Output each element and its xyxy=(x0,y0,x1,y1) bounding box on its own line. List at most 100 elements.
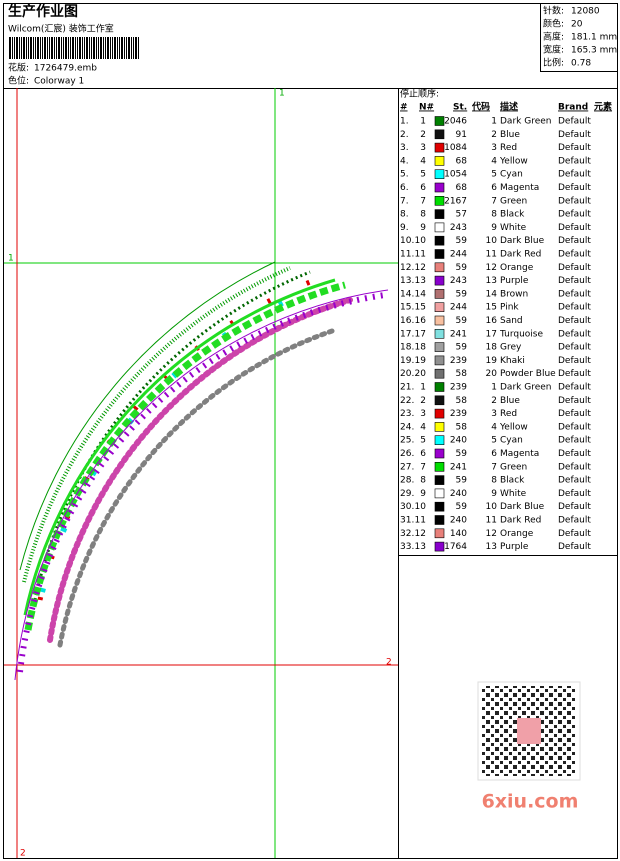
cell-index: 13. xyxy=(400,276,414,286)
cell-needle: 13 xyxy=(415,542,426,552)
column-header: 代码 xyxy=(471,101,490,113)
cell-index: 23. xyxy=(400,409,414,419)
cell-stitches: 59 xyxy=(456,289,468,299)
cell-brand: Default xyxy=(558,117,591,127)
stat-value: 165.3 mm xyxy=(571,46,617,56)
cell-index: 19. xyxy=(400,356,414,366)
column-header: St. xyxy=(453,103,467,113)
stat-value: 12080 xyxy=(571,7,600,17)
cell-brand: Default xyxy=(558,529,591,539)
cell-index: 4. xyxy=(400,156,409,166)
cell-stitches: 244 xyxy=(450,303,467,313)
cell-code: 19 xyxy=(486,356,498,366)
color-swatch xyxy=(434,249,445,259)
cell-stitches: 2046 xyxy=(444,117,467,127)
cell-stitches: 59 xyxy=(456,476,468,486)
column-header: # xyxy=(400,103,408,113)
cell-description: Red xyxy=(500,143,517,153)
cell-brand: Default xyxy=(558,329,591,339)
cell-needle: 5 xyxy=(420,170,426,180)
cell-needle: 3 xyxy=(420,409,426,419)
cell-brand: Default xyxy=(558,183,591,193)
cell-stitches: 241 xyxy=(450,329,467,339)
cell-description: Yellow xyxy=(499,156,528,166)
color-swatch xyxy=(434,315,445,326)
cell-brand: Default xyxy=(558,170,591,180)
cell-stitches: 241 xyxy=(450,462,467,472)
cell-stitches: 58 xyxy=(456,422,468,432)
cell-code: 6 xyxy=(491,183,497,193)
cell-description: Sand xyxy=(500,316,523,326)
cell-code: 4 xyxy=(491,156,497,166)
stat-label: 比例: xyxy=(543,57,564,69)
cell-stitches: 2167 xyxy=(444,196,467,206)
cell-stitches: 240 xyxy=(450,489,467,499)
column-header: 描述 xyxy=(500,101,518,113)
cell-brand: Default xyxy=(558,276,591,286)
cell-brand: Default xyxy=(558,422,591,432)
border xyxy=(3,3,618,859)
cell-brand: Default xyxy=(558,396,591,406)
cell-needle: 12 xyxy=(415,529,426,539)
color-swatch xyxy=(434,475,445,485)
cell-index: 30. xyxy=(400,502,414,512)
cell-brand: Default xyxy=(558,303,591,313)
cell-description: Brown xyxy=(500,289,528,299)
cell-index: 28. xyxy=(400,476,414,486)
cell-index: 25. xyxy=(400,436,414,446)
cell-needle: 19 xyxy=(415,356,427,366)
guide-label: 2 xyxy=(386,658,392,668)
cell-brand: Default xyxy=(558,143,591,153)
cell-code: 4 xyxy=(491,422,497,432)
color-swatch xyxy=(434,342,445,352)
color-swatch xyxy=(434,302,445,313)
color-swatch xyxy=(434,488,445,499)
table: # N# St. 代码 描述 Brand 元素1. 1 2046 1 Dark Green Defau… xyxy=(400,101,612,553)
cell-code: 7 xyxy=(491,196,497,206)
cell-brand: Default xyxy=(558,316,591,326)
cell-stitches: 58 xyxy=(456,396,468,406)
cell-brand: Default xyxy=(558,409,591,419)
color-swatch xyxy=(434,448,445,459)
cell-index: 14. xyxy=(400,289,414,299)
cell-index: 7. xyxy=(400,196,409,206)
cell-needle: 3 xyxy=(420,143,426,153)
color-swatch xyxy=(434,262,445,273)
cell-code: 2 xyxy=(491,396,497,406)
design-label: 花版: xyxy=(8,62,29,74)
cell-needle: 9 xyxy=(420,223,426,233)
color-swatch xyxy=(434,289,445,299)
cell-needle: 2 xyxy=(420,396,426,406)
cell-brand: Default xyxy=(558,130,591,140)
cell-description: Turquoise xyxy=(499,329,543,339)
cell-brand: Default xyxy=(558,462,591,472)
cell-description: Dark Blue xyxy=(500,502,545,512)
cell-code: 1 xyxy=(491,117,497,127)
cell-stitches: 59 xyxy=(456,316,468,326)
cell-index: 6. xyxy=(400,183,409,193)
cell-code: 9 xyxy=(491,489,497,499)
color-swatch xyxy=(434,156,445,166)
cell-code: 12 xyxy=(486,263,497,273)
cell-description: Pink xyxy=(500,303,519,313)
cell-index: 8. xyxy=(400,210,409,220)
cell-brand: Default xyxy=(558,343,591,353)
cell-index: 16. xyxy=(400,316,414,326)
cell-needle: 14 xyxy=(415,289,427,299)
column-header: 元素 xyxy=(594,101,612,113)
color-swatch xyxy=(434,422,445,432)
cell-needle: 11 xyxy=(415,516,426,526)
cell-stitches: 140 xyxy=(450,529,467,539)
cell-code: 5 xyxy=(491,436,497,446)
cell-stitches: 59 xyxy=(456,449,468,459)
cell-code: 16 xyxy=(486,316,498,326)
color-swatch xyxy=(434,515,445,525)
cell-code: 15 xyxy=(486,303,497,313)
cell-description: Dark Red xyxy=(500,516,541,526)
color-swatch xyxy=(434,541,445,552)
color-swatch xyxy=(434,382,445,392)
cell-needle: 5 xyxy=(420,436,426,446)
cell-needle: 20 xyxy=(415,369,427,379)
